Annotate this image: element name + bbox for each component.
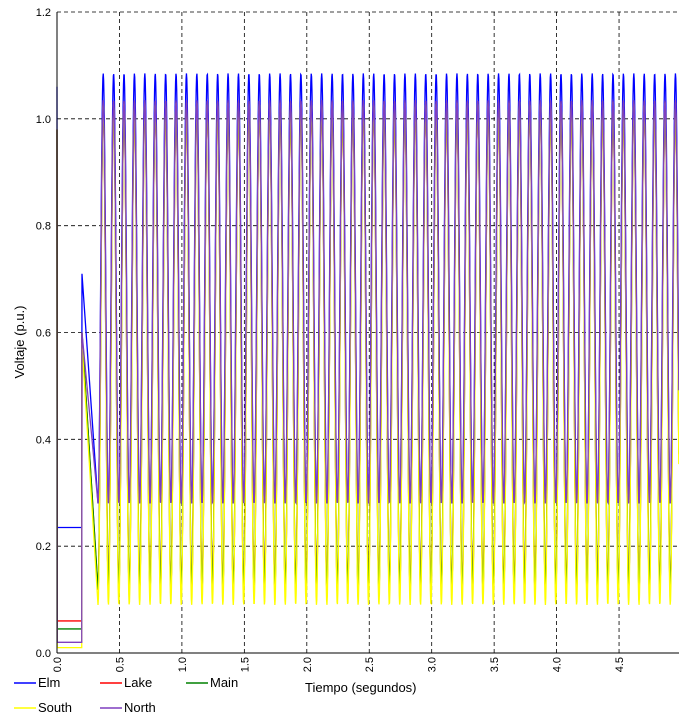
x-tick-label: 3.0 xyxy=(427,657,439,672)
series-lines xyxy=(56,72,679,649)
x-tick-label: 3.5 xyxy=(489,657,501,672)
y-tick-label: 0.4 xyxy=(36,434,51,446)
x-tick-label: 2.0 xyxy=(302,657,314,672)
legend-label-elm: Elm xyxy=(38,675,60,690)
legend: Elm Lake Main South North xyxy=(14,675,238,715)
legend-label-north: North xyxy=(124,700,156,715)
y-tick-label: 0.6 xyxy=(36,328,51,340)
y-axis-label: Voltaje (p.u.) xyxy=(12,306,27,379)
axes xyxy=(56,12,679,654)
x-tick-label: 0.0 xyxy=(52,657,64,672)
series-line-north xyxy=(56,99,679,643)
legend-label-main: Main xyxy=(210,675,238,690)
tick-labels: 0.0 0.5 1.0 1.5 2.0 2.5 3.0 3.5 4.0 4.5 0.0 0.2 0.4 0… xyxy=(36,7,626,672)
y-tick-label: 0.0 xyxy=(36,648,51,660)
x-tick-label: 1.5 xyxy=(239,657,251,672)
y-tick-label: 0.8 xyxy=(36,221,51,233)
x-tick-label: 0.5 xyxy=(114,657,126,672)
x-tick-label: 4.0 xyxy=(552,657,564,672)
x-tick-label: 2.5 xyxy=(364,657,376,672)
legend-label-lake: Lake xyxy=(124,675,152,690)
x-tick-label: 4.5 xyxy=(614,657,626,672)
x-tick-label: 1.0 xyxy=(177,657,189,672)
x-axis-label: Tiempo (segundos) xyxy=(305,680,417,695)
y-tick-label: 1.2 xyxy=(36,7,51,19)
y-tick-label: 1.0 xyxy=(36,114,51,126)
legend-label-south: South xyxy=(38,700,72,715)
y-tick-label: 0.2 xyxy=(36,541,51,553)
